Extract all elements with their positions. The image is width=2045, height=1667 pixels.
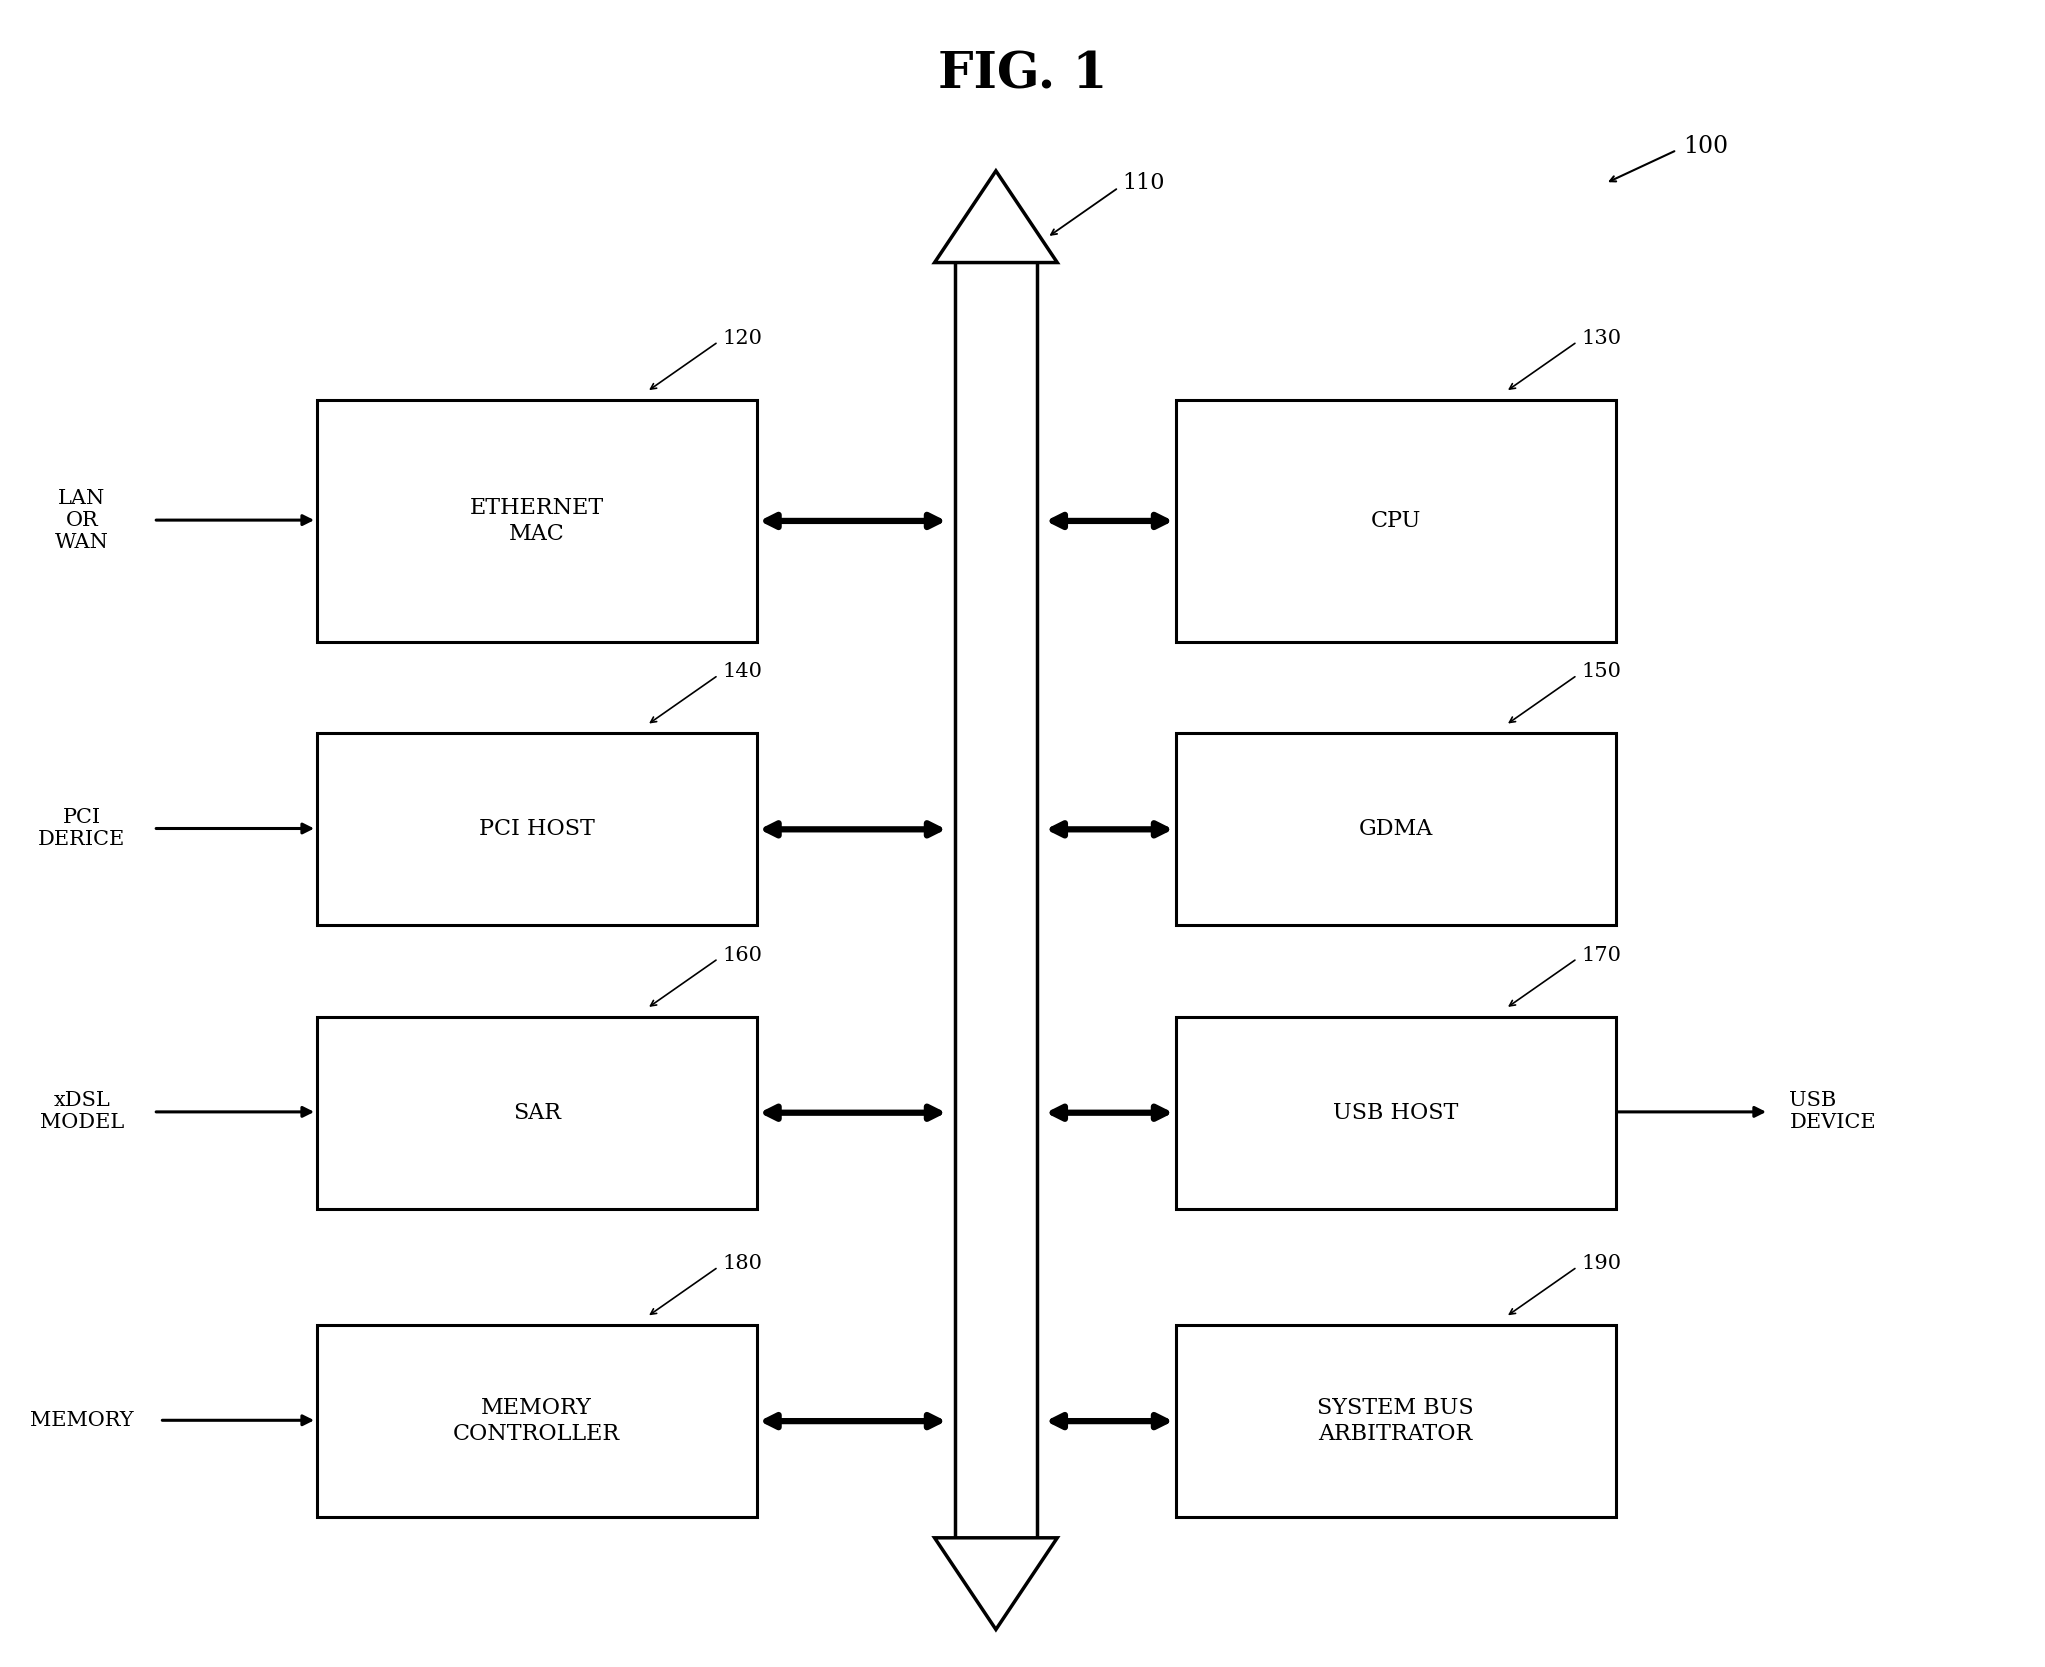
- Text: USB
DEVICE: USB DEVICE: [1789, 1092, 1875, 1132]
- Text: 190: 190: [1581, 1254, 1622, 1274]
- Bar: [317, 733, 757, 925]
- Text: GDMA: GDMA: [1358, 818, 1434, 840]
- Bar: [1176, 733, 1616, 925]
- Text: 180: 180: [722, 1254, 763, 1274]
- Text: PCI
DERICE: PCI DERICE: [39, 808, 125, 849]
- Text: MEMORY
CONTROLLER: MEMORY CONTROLLER: [454, 1397, 620, 1445]
- Text: 120: 120: [722, 328, 763, 348]
- Bar: [317, 400, 757, 642]
- Text: SAR: SAR: [513, 1102, 560, 1124]
- Text: USB HOST: USB HOST: [1333, 1102, 1458, 1124]
- Text: PCI HOST: PCI HOST: [479, 818, 595, 840]
- Bar: [317, 1017, 757, 1209]
- Text: 170: 170: [1581, 945, 1622, 965]
- Polygon shape: [935, 1537, 1057, 1630]
- Bar: [1176, 400, 1616, 642]
- Text: 140: 140: [722, 662, 763, 682]
- Bar: [317, 1325, 757, 1517]
- Text: MEMORY: MEMORY: [31, 1410, 133, 1430]
- Text: ETHERNET
MAC: ETHERNET MAC: [470, 497, 603, 545]
- Text: LAN
OR
WAN: LAN OR WAN: [55, 488, 108, 552]
- Text: SYSTEM BUS
ARBITRATOR: SYSTEM BUS ARBITRATOR: [1317, 1397, 1474, 1445]
- Text: FIG. 1: FIG. 1: [939, 50, 1106, 100]
- Polygon shape: [935, 170, 1057, 262]
- Bar: [1176, 1017, 1616, 1209]
- Text: 110: 110: [1123, 172, 1166, 193]
- Bar: [1176, 1325, 1616, 1517]
- Text: xDSL
MODEL: xDSL MODEL: [39, 1092, 125, 1132]
- Text: 130: 130: [1581, 328, 1622, 348]
- Text: 160: 160: [722, 945, 763, 965]
- Text: CPU: CPU: [1370, 510, 1421, 532]
- Text: 150: 150: [1581, 662, 1622, 682]
- Text: 100: 100: [1683, 135, 1728, 158]
